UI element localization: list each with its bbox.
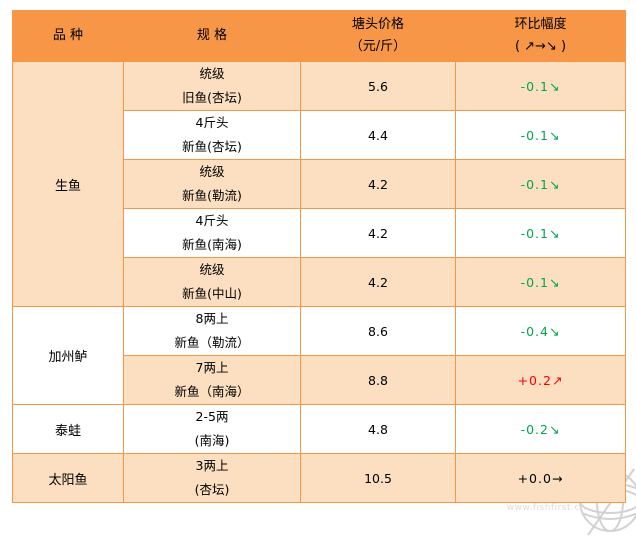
trend-down-icon: ↘: [548, 78, 561, 94]
col-header-species: 品 种: [12, 10, 124, 62]
price-cell: 4.4: [300, 110, 456, 160]
species-cell-sheyu: 生鱼: [12, 61, 124, 307]
trend-down-icon: ↘: [548, 225, 561, 241]
species-cell-taiyangyu: 太阳鱼: [12, 453, 124, 503]
table-row: 加州鲈 8两上 新鱼（勒流） 8.6 -0.4↘: [12, 306, 626, 405]
header-row: 品 种 规 格 塘头价格 （元/斤） 环比幅度 ( ↗→↘ ): [12, 10, 626, 62]
col-header-price: 塘头价格 （元/斤）: [300, 10, 456, 62]
spec-cell: 统级 新鱼(中山): [123, 257, 301, 307]
table-row: 泰蛙 2-5两 (南海) 4.8 -0.2↘: [12, 404, 626, 454]
table-row: 7两上 新鱼（南海） 8.8 +0.2↗: [13, 355, 626, 405]
watermark-url: www.fishfirst.cn: [506, 503, 586, 513]
spec-cell: 7两上 新鱼（南海）: [123, 355, 301, 405]
change-cell: -0.1↘: [455, 208, 626, 258]
change-cell: +0.0→: [455, 453, 626, 503]
table-row: 统级 新鱼(中山) 4.2 -0.1↘: [13, 257, 626, 307]
fish-price-table: 品 种 规 格 塘头价格 （元/斤） 环比幅度 ( ↗→↘ ) 生鱼 统级 旧鱼(…: [12, 10, 626, 503]
spec-cell: 4斤头 新鱼(杏坛): [123, 110, 301, 160]
price-cell: 4.2: [300, 257, 456, 307]
spec-cell: 统级 新鱼(勒流): [123, 159, 301, 209]
price-cell: 4.8: [300, 404, 456, 454]
change-cell: -0.4↘: [455, 306, 626, 356]
trend-down-icon: ↘: [548, 274, 561, 290]
change-cell: +0.2↗: [455, 355, 626, 405]
spec-cell: 统级 旧鱼(杏坛): [123, 61, 301, 111]
change-cell: -0.1↘: [455, 61, 626, 111]
table-row: 4斤头 新鱼(杏坛) 4.4 -0.1↘: [13, 110, 626, 160]
table-row: 生鱼 统级 旧鱼(杏坛) 5.6 -0.1↘: [12, 61, 626, 307]
price-cell: 10.5: [300, 453, 456, 503]
species-cell-taiwa: 泰蛙: [12, 404, 124, 454]
price-cell: 5.6: [300, 61, 456, 111]
change-cell: -0.1↘: [455, 257, 626, 307]
price-cell: 4.2: [300, 159, 456, 209]
spec-cell: 4斤头 新鱼(南海): [123, 208, 301, 258]
price-cell: 4.2: [300, 208, 456, 258]
trend-down-icon: ↘: [548, 323, 561, 339]
species-cell-jiazhoulu: 加州鲈: [12, 306, 124, 405]
trend-flat-icon: →: [551, 470, 564, 486]
spec-cell: 3两上 (杏坛): [123, 453, 301, 503]
spec-cell: 2-5两 (南海): [123, 404, 301, 454]
trend-up-icon: ↗: [551, 372, 564, 388]
price-cell: 8.6: [300, 306, 456, 356]
change-cell: -0.1↘: [455, 159, 626, 209]
trend-down-icon: ↘: [548, 421, 561, 437]
change-cell: -0.2↘: [455, 404, 626, 454]
table-row: 太阳鱼 3两上 (杏坛) 10.5 +0.0→: [12, 453, 626, 503]
trend-down-icon: ↘: [548, 127, 561, 143]
col-header-change: 环比幅度 ( ↗→↘ ): [455, 10, 626, 62]
spec-cell: 8两上 新鱼（勒流）: [123, 306, 301, 356]
table-row: 4斤头 新鱼(南海) 4.2 -0.1↘: [13, 208, 626, 258]
price-cell: 8.8: [300, 355, 456, 405]
table-row: 统级 新鱼(勒流) 4.2 -0.1↘: [13, 159, 626, 209]
trend-down-icon: ↘: [548, 176, 561, 192]
col-header-spec: 规 格: [123, 10, 301, 62]
change-cell: -0.1↘: [455, 110, 626, 160]
